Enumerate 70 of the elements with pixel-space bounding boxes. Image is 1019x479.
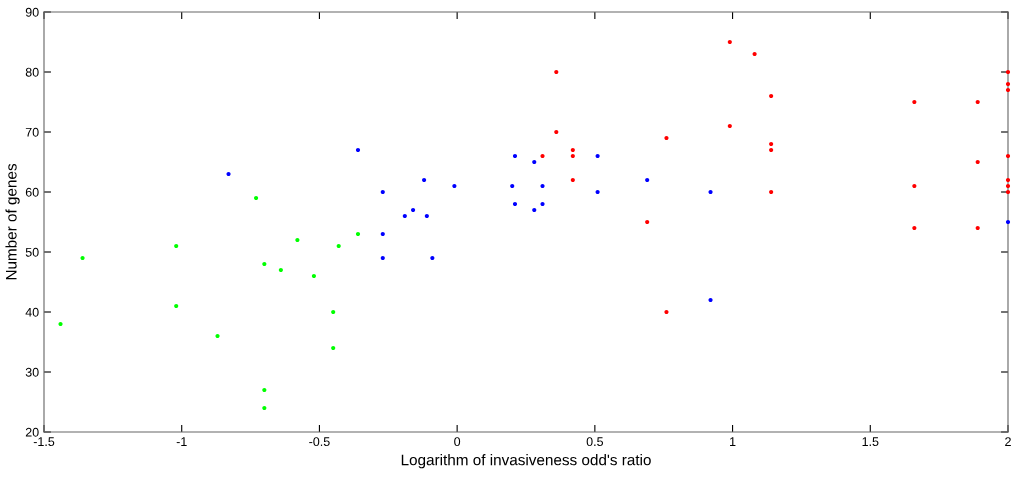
- point: [174, 243, 179, 249]
- x-tick-label: 0: [454, 437, 461, 447]
- point: [331, 309, 336, 315]
- y-tick-label: 20: [25, 427, 39, 437]
- point: [532, 207, 537, 213]
- point: [278, 267, 283, 273]
- point: [570, 177, 575, 183]
- x-tick-label: -1: [176, 437, 187, 446]
- point: [532, 159, 537, 165]
- point: [254, 195, 259, 201]
- point: [430, 255, 435, 261]
- point: [912, 99, 917, 105]
- point: [727, 123, 732, 129]
- point: [975, 159, 980, 165]
- point: [424, 213, 429, 219]
- point: [262, 387, 267, 393]
- y-tick-label: 30: [25, 367, 39, 377]
- point: [975, 99, 980, 105]
- point: [912, 225, 917, 231]
- y-tick-label: 60: [25, 187, 39, 197]
- y-tick-label: 80: [25, 67, 39, 77]
- point: [708, 189, 713, 195]
- point: [554, 69, 559, 75]
- y-axis-title: Number of genes: [5, 163, 20, 280]
- point: [262, 405, 267, 411]
- point: [380, 255, 385, 261]
- y-tick-label: 90: [25, 7, 39, 17]
- x-tick-label: -1.5: [33, 437, 55, 447]
- point: [769, 147, 774, 153]
- point: [595, 189, 600, 195]
- point: [769, 93, 774, 99]
- point: [645, 219, 650, 225]
- y-tick-label: 70: [25, 127, 39, 137]
- point: [912, 183, 917, 189]
- x-tick-label: 0.5: [586, 437, 604, 447]
- x-tick-label: 2: [1005, 437, 1011, 446]
- y-tick-label: 40: [25, 307, 39, 317]
- point: [727, 39, 732, 45]
- point: [645, 177, 650, 183]
- point: [570, 153, 575, 159]
- point: [336, 243, 341, 249]
- point: [402, 213, 407, 219]
- x-tick-label: -0.5: [309, 437, 330, 447]
- point: [380, 231, 385, 237]
- x-tick-label: 1.5: [862, 437, 879, 447]
- point: [769, 141, 774, 147]
- point: [664, 309, 669, 315]
- point: [510, 183, 515, 189]
- point: [664, 135, 669, 141]
- point: [554, 129, 559, 135]
- point: [570, 147, 575, 153]
- point: [410, 207, 416, 213]
- point: [80, 255, 85, 261]
- point: [331, 345, 336, 351]
- point: [975, 225, 980, 231]
- x-axis-title: Logarithm of invasiveness odd's ratio: [401, 454, 651, 469]
- point: [595, 153, 600, 159]
- point: [380, 189, 385, 195]
- point: [769, 189, 774, 195]
- point: [422, 177, 427, 183]
- y-tick-label: 50: [25, 247, 39, 257]
- x-tick-label: 1: [730, 437, 736, 446]
- point: [226, 171, 231, 177]
- point: [708, 297, 713, 303]
- point: [174, 303, 179, 309]
- point: [295, 237, 300, 243]
- point: [452, 183, 457, 189]
- point: [311, 273, 316, 279]
- point: [262, 261, 267, 267]
- point: [752, 51, 757, 57]
